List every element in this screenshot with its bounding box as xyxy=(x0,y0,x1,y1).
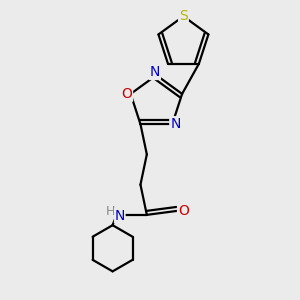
Text: N: N xyxy=(115,209,125,223)
Text: O: O xyxy=(178,204,189,218)
Text: N: N xyxy=(150,65,160,79)
Text: S: S xyxy=(179,9,188,23)
Text: H: H xyxy=(106,205,115,218)
Text: O: O xyxy=(121,87,132,101)
Text: N: N xyxy=(170,117,181,131)
